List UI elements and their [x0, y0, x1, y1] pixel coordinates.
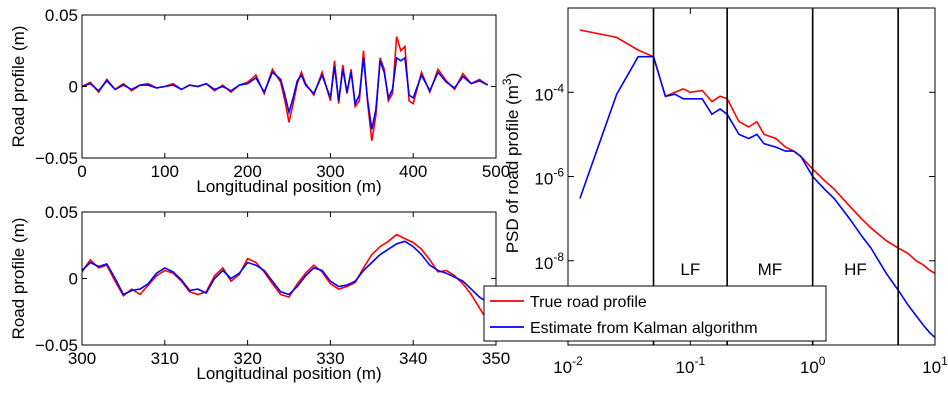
psd-y-tick-label: 10-6 [534, 166, 564, 189]
x-tick-label-bottom: 310 [151, 349, 179, 368]
band-label-lf: LF [680, 260, 700, 279]
y-tick-label-bottom: 0 [69, 270, 78, 289]
legend-label-estimate: Estimate from Kalman algorithm [530, 320, 758, 337]
psd-x-tick-label: 10-2 [553, 354, 583, 377]
x-tick-label-top: 0 [77, 162, 86, 181]
panel-psd [483, 7, 936, 346]
x-tick-label-top: 300 [316, 162, 344, 181]
psd-x-tick-label: 101 [922, 354, 948, 377]
series-line-top-blue [82, 56, 489, 130]
y-axis-label-bottom: Road profile (m) [9, 218, 28, 340]
psd-y-axis-label: PSD of road profile (m3) [500, 73, 522, 254]
x-tick-label-bottom: 320 [233, 349, 261, 368]
x-tick-label-bottom: 330 [316, 349, 344, 368]
x-tick-label-top: 200 [233, 162, 261, 181]
y-tick-label-top: 0.05 [45, 6, 78, 25]
band-label-mf: MF [758, 260, 783, 279]
y-tick-label-top: −0.05 [35, 149, 78, 168]
plot-area-top [82, 15, 496, 158]
panel-bottom [81, 211, 497, 346]
psd-series-line-estimate [579, 55, 935, 339]
psd-x-tick-label: 10-1 [676, 354, 706, 377]
panel-top [81, 14, 497, 159]
legend-label-true: True road profile [530, 294, 647, 311]
psd-series-line-true [579, 29, 935, 275]
psd-y-tick-label: 10-8 [534, 250, 564, 273]
psd-x-tick-label: 100 [800, 354, 826, 377]
x-tick-label-bottom: 300 [68, 349, 96, 368]
x-tick-label-top: 400 [399, 162, 427, 181]
y-tick-label-top: 0 [69, 78, 78, 97]
y-tick-label-bottom: 0.05 [45, 203, 78, 222]
y-tick-label-bottom: −0.05 [35, 336, 78, 355]
x-tick-label-top: 100 [151, 162, 179, 181]
psd-y-tick-label: 10-4 [534, 81, 564, 104]
x-axis-label-bottom: Longitudinal position (m) [196, 364, 381, 383]
series-line-bottom-red [82, 233, 496, 326]
y-axis-label-top: Road profile (m) [9, 26, 28, 148]
plot-area-bottom [82, 212, 496, 345]
x-tick-label-top: 500 [482, 162, 510, 181]
x-tick-label-bottom: 340 [399, 349, 427, 368]
legend [483, 285, 827, 342]
band-label-hf: HF [844, 260, 867, 279]
x-axis-label-top: Longitudinal position (m) [196, 177, 381, 196]
legend-box [483, 285, 827, 342]
series-line-bottom-blue [82, 240, 496, 311]
x-tick-label-bottom: 350 [482, 349, 510, 368]
